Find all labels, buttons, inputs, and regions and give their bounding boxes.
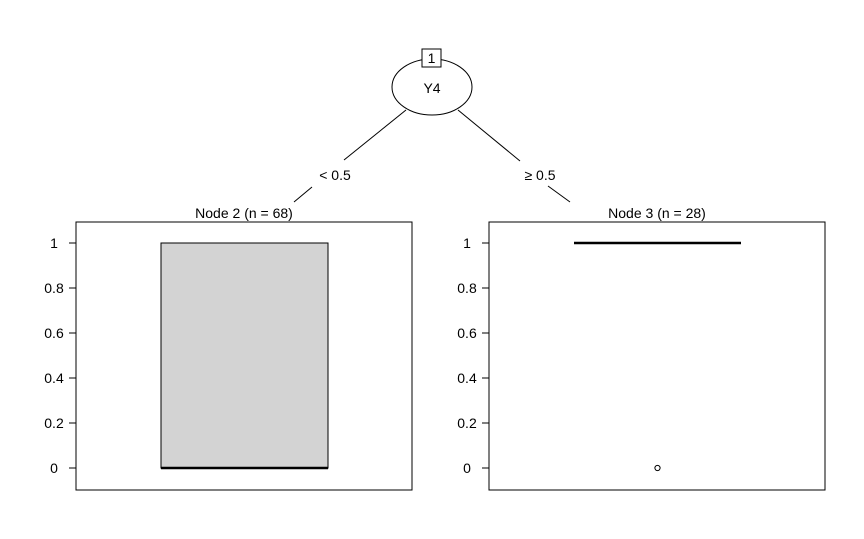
y-tick-label: 0.8 bbox=[457, 280, 477, 296]
leaf-plot-node-2: 0 0.2 0.4 0.6 0.8 1 bbox=[44, 235, 329, 476]
edge-left bbox=[343, 109, 407, 161]
y-tick-label: 0.4 bbox=[44, 370, 64, 386]
y-tick-label: 1 bbox=[463, 235, 471, 251]
branch-label-left: < 0.5 bbox=[319, 167, 351, 183]
y-tick-label: 0.6 bbox=[44, 325, 64, 341]
y-tick-label: 0.2 bbox=[44, 415, 64, 431]
root-node-id: 1 bbox=[428, 50, 436, 66]
y-tick-label: 0 bbox=[463, 460, 471, 476]
leaf-panel-node-3 bbox=[488, 221, 826, 491]
leaf-plot-node-3: 0 0.2 0.4 0.6 0.8 1 bbox=[457, 235, 741, 476]
y-tick-label: 0.8 bbox=[44, 280, 64, 296]
edge-right-lower bbox=[547, 185, 571, 203]
leaf-title-node-3: Node 3 (n = 28) bbox=[608, 205, 706, 221]
y-tick-label: 0 bbox=[50, 460, 58, 476]
y-tick-label: 0.6 bbox=[457, 325, 477, 341]
root-split-variable: Y4 bbox=[423, 80, 440, 96]
y-tick-label: 1 bbox=[50, 235, 58, 251]
root-node-id-box bbox=[421, 48, 442, 68]
outlier-point bbox=[654, 464, 661, 472]
edge-left-lower bbox=[293, 186, 313, 203]
edge-right bbox=[457, 109, 521, 162]
y-tick-label: 0.4 bbox=[457, 370, 477, 386]
box bbox=[160, 242, 329, 469]
y-tick-label: 0.2 bbox=[457, 415, 477, 431]
leaf-title-node-2: Node 2 (n = 68) bbox=[195, 205, 293, 221]
leaf-panel-node-2 bbox=[75, 221, 413, 491]
branch-label-right: ≥ 0.5 bbox=[524, 167, 555, 183]
